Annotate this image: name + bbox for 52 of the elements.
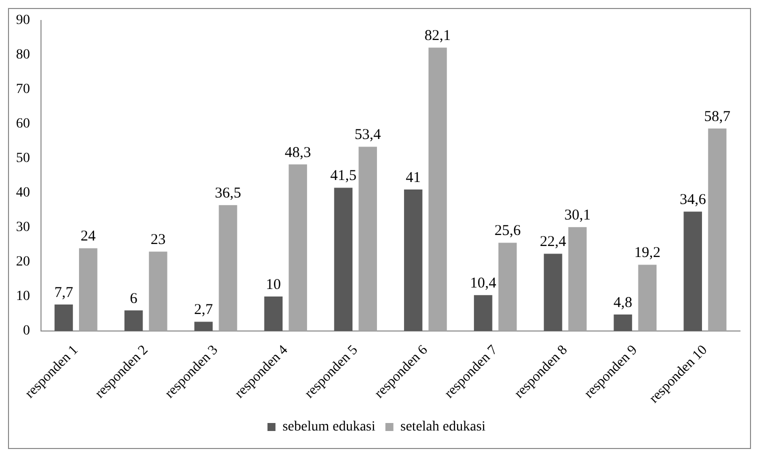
bar [148,252,168,332]
bar [334,188,352,332]
data-label: 7,7 [54,284,74,301]
data-label: 4,8 [614,294,632,311]
data-label: 24 [80,228,96,245]
data-label: 82,1 [424,28,451,44]
data-label: 10 [266,276,281,293]
y-tick-label: 90 [16,13,30,28]
data-label: 10,4 [470,276,497,292]
data-label: 6 [130,290,138,307]
data-label: 36,5 [214,186,242,202]
bar [404,190,422,332]
bar [79,248,98,332]
y-tick-label: 80 [16,48,30,63]
bar [568,227,587,332]
bar [428,48,447,332]
bar [264,296,283,332]
bar [684,212,702,332]
data-label: 2,7 [194,302,214,318]
y-tick-label: 20 [16,254,30,270]
legend-label: sebelum edukasi [282,420,376,435]
y-tick-label: 30 [16,220,30,236]
y-tick-label: 60 [16,116,30,132]
bar [218,205,238,332]
y-tick-label: 0 [23,324,30,339]
data-label: 25,6 [494,223,522,240]
data-label: 41 [406,170,421,186]
legend-label: setelah edukasi [400,420,486,435]
data-label: 23 [150,232,166,248]
y-tick-label: 10 [16,289,30,304]
bar [544,254,562,332]
data-label: 58,7 [704,108,731,125]
bar [474,295,492,332]
y-tick-label: 40 [16,186,30,201]
bar [124,310,143,332]
data-label: 19,2 [634,245,661,262]
bar [288,164,308,332]
data-label: 41,5 [330,168,356,184]
data-label: 30,1 [564,208,591,224]
bar [194,322,213,332]
bar [498,242,517,332]
y-tick-label: 70 [16,82,30,98]
bar [638,264,657,332]
data-label: 48,3 [284,144,312,161]
y-tick-label: 50 [16,151,30,166]
bar [614,314,632,332]
bar [708,128,726,332]
bar [358,146,377,332]
data-label: 53,4 [354,127,382,144]
bar [54,304,73,332]
data-label: 34,6 [680,192,706,208]
data-label: 22,4 [540,234,567,250]
